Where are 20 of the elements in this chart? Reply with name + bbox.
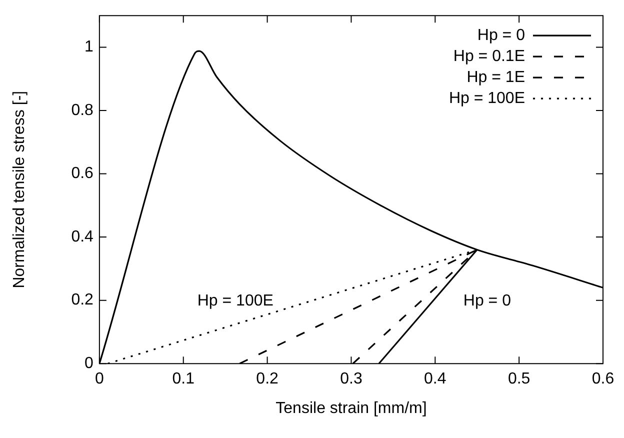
x-tick-label: 0.6 (592, 370, 614, 388)
legend-label: Hp = 0.1E (453, 48, 525, 66)
x-tick-label: 0.4 (424, 370, 446, 388)
y-axis-title: Normalized tensile stress [-] (11, 90, 28, 288)
annotation: Hp = 0 (463, 292, 512, 310)
y-tick-label: 0 (84, 355, 94, 372)
y-tick-label: 0.4 (71, 228, 94, 246)
x-axis-title: Tensile strain [mm/m] (276, 400, 427, 417)
y-tick-label: 1 (84, 38, 94, 56)
y-tick-label: 0.6 (71, 165, 94, 182)
x-tick-label: 0.2 (256, 370, 279, 388)
y-tick-label: 0.8 (71, 102, 94, 119)
legend-label: Hp = 100E (448, 90, 525, 108)
legend-label: Hp = 0 (477, 27, 526, 44)
legend-label: Hp = 1E (466, 69, 525, 86)
annotation: Hp = 100E (197, 292, 274, 310)
x-tick-label: 0.3 (340, 370, 362, 388)
y-tick-label: 0.2 (71, 292, 94, 309)
x-tick-label: 0.5 (508, 370, 530, 388)
x-tick-label: 0.1 (172, 370, 195, 388)
